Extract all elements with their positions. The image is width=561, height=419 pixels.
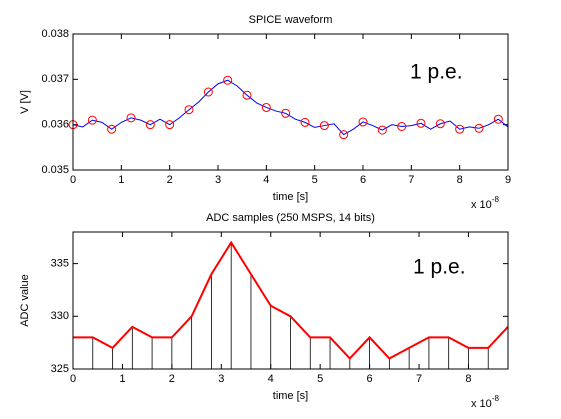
y-axis-label: ADC value: [19, 274, 31, 327]
x-multiplier-exponent: -8: [492, 394, 500, 403]
sample-marker: [87, 115, 97, 125]
sample-marker: [319, 121, 329, 131]
x-tick-label: 1: [118, 174, 124, 186]
sample-marker: [126, 113, 136, 123]
x-tick-label: 2: [169, 373, 175, 385]
sample-marker: [358, 117, 368, 127]
x-tick-label: 3: [218, 373, 224, 385]
sample-marker: [145, 120, 155, 130]
data-line: [73, 240, 509, 360]
y-tick-label: 330: [51, 310, 69, 322]
x-multiplier-base: x 10: [471, 199, 492, 211]
x-tick-label: 6: [360, 174, 366, 186]
chart-title: SPICE waveform: [249, 14, 333, 26]
x-tick-label: 8: [465, 373, 471, 385]
axes-box: [72, 231, 509, 370]
sample-marker: [455, 124, 465, 134]
sample-marker: [300, 117, 310, 127]
chart-title: ADC samples (250 MSPS, 14 bits): [206, 212, 375, 224]
y-tick-label: 0.036: [41, 119, 69, 131]
x-tick-label: 5: [317, 373, 323, 385]
x-tick-label: 3: [215, 174, 221, 186]
sample-marker: [184, 105, 194, 115]
annotation: 1 p.e.: [410, 61, 463, 84]
sample-marker: [435, 119, 445, 129]
axes-box: [72, 33, 509, 171]
sample-marker: [107, 124, 117, 134]
data-line: [72, 79, 509, 136]
sample-marker: [281, 108, 291, 118]
sample-marker: [203, 87, 213, 97]
x-multiplier-base: x 10: [471, 398, 492, 410]
x-axis-label: time [s]: [273, 390, 308, 402]
sample-marker: [223, 75, 233, 85]
x-multiplier-exponent: -8: [492, 195, 500, 204]
x-tick-label: 4: [268, 373, 274, 385]
x-tick-label: 4: [263, 174, 269, 186]
x-tick-label: 0: [70, 373, 76, 385]
y-tick-label: 325: [51, 363, 69, 375]
x-tick-label: 5: [312, 174, 318, 186]
sample-marker: [474, 123, 484, 133]
y-tick-label: 0.035: [41, 164, 69, 176]
x-tick-label: 8: [457, 174, 463, 186]
y-tick-label: 335: [51, 258, 69, 270]
x-tick-label: 6: [367, 373, 373, 385]
x-axis-label: time [s]: [273, 191, 308, 203]
y-axis-label: V [V]: [19, 90, 31, 114]
x-tick-label: 7: [416, 373, 422, 385]
x-multiplier: x 10-8: [471, 195, 499, 211]
y-tick-label: 0.038: [41, 28, 69, 40]
sample-marker: [242, 90, 252, 100]
annotation: 1 p.e.: [413, 256, 466, 279]
sample-marker: [493, 114, 503, 124]
x-multiplier: x 10-8: [471, 394, 499, 410]
x-tick-label: 1: [119, 373, 125, 385]
plot-area: [73, 34, 508, 170]
sample-marker: [339, 130, 349, 140]
sample-marker: [377, 125, 387, 135]
sample-marker: [416, 118, 426, 128]
sample-marker: [165, 120, 175, 130]
y-tick-label: 0.037: [41, 73, 69, 85]
sample-marker: [397, 121, 407, 131]
x-tick-label: 2: [167, 174, 173, 186]
x-tick-label: 7: [408, 174, 414, 186]
sample-marker: [261, 102, 271, 112]
x-tick-label: 9: [505, 174, 511, 186]
x-tick-label: 0: [70, 174, 76, 186]
